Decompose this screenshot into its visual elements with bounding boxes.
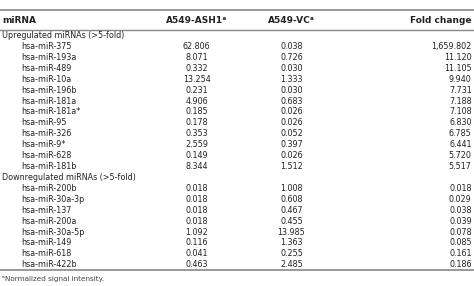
Text: hsa-miR-30a-5p: hsa-miR-30a-5p — [21, 228, 85, 237]
Text: 0.030: 0.030 — [280, 86, 303, 95]
Text: 9.940: 9.940 — [449, 75, 472, 84]
Text: hsa-miR-375: hsa-miR-375 — [21, 42, 72, 51]
Text: 0.041: 0.041 — [185, 249, 208, 258]
Text: hsa-miR-10a: hsa-miR-10a — [21, 75, 72, 84]
Text: 4.906: 4.906 — [185, 96, 208, 106]
Text: 0.455: 0.455 — [280, 217, 303, 226]
Text: hsa-miR-181a: hsa-miR-181a — [21, 96, 77, 106]
Text: 6.830: 6.830 — [449, 118, 472, 127]
Text: hsa-miR-196b: hsa-miR-196b — [21, 86, 77, 95]
Text: 11.120: 11.120 — [444, 53, 472, 62]
Text: hsa-miR-326: hsa-miR-326 — [21, 129, 72, 138]
Text: hsa-miR-489: hsa-miR-489 — [21, 64, 72, 73]
Text: 6.441: 6.441 — [449, 140, 472, 149]
Text: 0.038: 0.038 — [449, 206, 472, 215]
Text: 62.806: 62.806 — [183, 42, 210, 51]
Text: 13.254: 13.254 — [183, 75, 210, 84]
Text: ᵃNormalized signal intensity.: ᵃNormalized signal intensity. — [2, 276, 104, 282]
Text: 0.231: 0.231 — [185, 86, 208, 95]
Text: 7.731: 7.731 — [449, 86, 472, 95]
Text: hsa-miR-137: hsa-miR-137 — [21, 206, 72, 215]
Text: 0.463: 0.463 — [185, 260, 208, 269]
Text: 1.333: 1.333 — [280, 75, 303, 84]
Text: 6.785: 6.785 — [449, 129, 472, 138]
Text: 7.108: 7.108 — [449, 108, 472, 116]
Text: 0.018: 0.018 — [185, 217, 208, 226]
Text: A549-ASH1ᵃ: A549-ASH1ᵃ — [166, 15, 228, 25]
Text: hsa-miR-95: hsa-miR-95 — [21, 118, 67, 127]
Text: 0.018: 0.018 — [185, 184, 208, 193]
Text: hsa-miR-200a: hsa-miR-200a — [21, 217, 77, 226]
Text: 0.026: 0.026 — [280, 118, 303, 127]
Text: hsa-miR-181a*: hsa-miR-181a* — [21, 108, 81, 116]
Text: 0.026: 0.026 — [280, 108, 303, 116]
Text: 7.188: 7.188 — [449, 96, 472, 106]
Text: 0.467: 0.467 — [280, 206, 303, 215]
Text: 2.559: 2.559 — [185, 140, 208, 149]
Text: 0.116: 0.116 — [185, 239, 208, 247]
Text: hsa-miR-149: hsa-miR-149 — [21, 239, 72, 247]
Text: 0.332: 0.332 — [185, 64, 208, 73]
Text: 8.071: 8.071 — [185, 53, 208, 62]
Text: 11.105: 11.105 — [444, 64, 472, 73]
Text: 0.161: 0.161 — [449, 249, 472, 258]
Text: hsa-miR-9*: hsa-miR-9* — [21, 140, 66, 149]
Text: 0.353: 0.353 — [185, 129, 208, 138]
Text: 0.178: 0.178 — [185, 118, 208, 127]
Text: miRNA: miRNA — [2, 15, 36, 25]
Text: Upregulated miRNAs (>5-fold): Upregulated miRNAs (>5-fold) — [2, 31, 125, 40]
Text: 13.985: 13.985 — [278, 228, 305, 237]
Text: 0.030: 0.030 — [280, 64, 303, 73]
Text: 0.018: 0.018 — [449, 184, 472, 193]
Text: 0.026: 0.026 — [280, 151, 303, 160]
Text: 0.018: 0.018 — [185, 206, 208, 215]
Text: 1.092: 1.092 — [185, 228, 208, 237]
Text: 0.018: 0.018 — [185, 195, 208, 204]
Text: A549-VCᵃ: A549-VCᵃ — [268, 15, 315, 25]
Text: 1.363: 1.363 — [280, 239, 303, 247]
Text: 5.517: 5.517 — [449, 162, 472, 171]
Text: 0.255: 0.255 — [280, 249, 303, 258]
Text: 0.039: 0.039 — [449, 217, 472, 226]
Text: hsa-miR-193a: hsa-miR-193a — [21, 53, 77, 62]
Text: 2.485: 2.485 — [280, 260, 303, 269]
Text: 0.029: 0.029 — [449, 195, 472, 204]
Text: hsa-miR-618: hsa-miR-618 — [21, 249, 72, 258]
Text: 0.683: 0.683 — [280, 96, 303, 106]
Text: 0.052: 0.052 — [280, 129, 303, 138]
Text: 0.078: 0.078 — [449, 228, 472, 237]
Text: 1,659.802: 1,659.802 — [431, 42, 472, 51]
Text: 0.185: 0.185 — [185, 108, 208, 116]
Text: 0.038: 0.038 — [280, 42, 303, 51]
Text: 0.085: 0.085 — [449, 239, 472, 247]
Text: 8.344: 8.344 — [185, 162, 208, 171]
Text: 0.186: 0.186 — [449, 260, 472, 269]
Text: 0.149: 0.149 — [185, 151, 208, 160]
Text: hsa-miR-181b: hsa-miR-181b — [21, 162, 77, 171]
Text: Downregulated miRNAs (>5-fold): Downregulated miRNAs (>5-fold) — [2, 173, 136, 182]
Text: 1.008: 1.008 — [280, 184, 303, 193]
Text: 0.726: 0.726 — [280, 53, 303, 62]
Text: hsa-miR-628: hsa-miR-628 — [21, 151, 72, 160]
Text: hsa-miR-30a-3p: hsa-miR-30a-3p — [21, 195, 84, 204]
Text: hsa-miR-200b: hsa-miR-200b — [21, 184, 77, 193]
Text: 1.512: 1.512 — [280, 162, 303, 171]
Text: 0.608: 0.608 — [280, 195, 303, 204]
Text: 0.397: 0.397 — [280, 140, 303, 149]
Text: 5.720: 5.720 — [449, 151, 472, 160]
Text: Fold change: Fold change — [410, 15, 472, 25]
Text: hsa-miR-422b: hsa-miR-422b — [21, 260, 77, 269]
